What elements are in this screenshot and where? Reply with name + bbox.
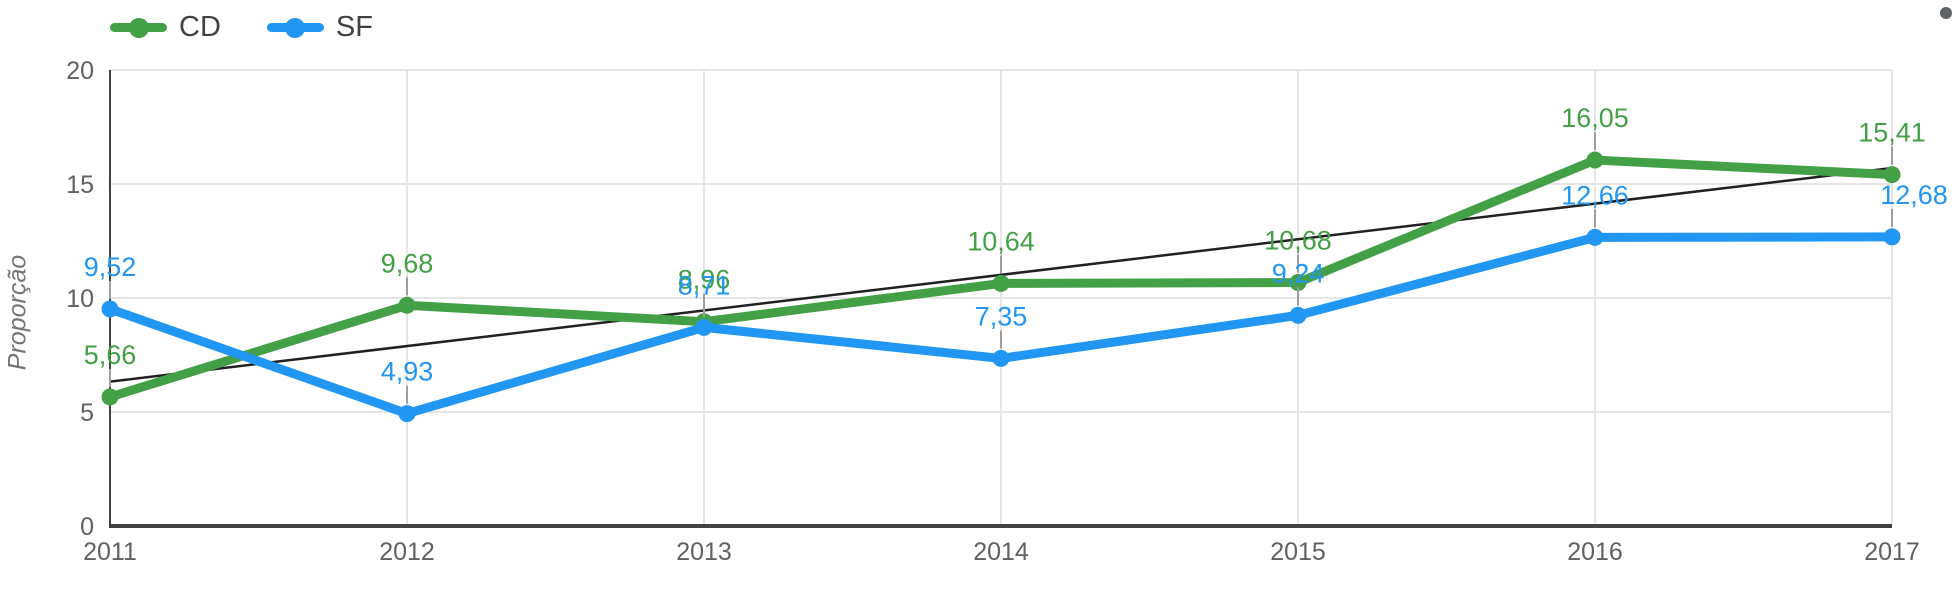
data-point-cd-2016[interactable] xyxy=(1586,151,1604,169)
data-point-cd-2017[interactable] xyxy=(1883,166,1901,184)
chart-legend: CD SF xyxy=(110,13,373,42)
data-point-cd-2014[interactable] xyxy=(992,274,1010,292)
legend-swatch-cd-icon xyxy=(110,17,167,38)
legend-swatch-sf-icon xyxy=(266,17,324,38)
point-label-cd-2012: 9,68 xyxy=(381,248,434,278)
point-label-sf-2011: 9,52 xyxy=(84,252,137,282)
y-axis-title: Proporção xyxy=(3,254,32,371)
y-tick-label: 0 xyxy=(80,513,94,541)
point-label-sf-2013: 8,71 xyxy=(678,270,731,300)
data-point-sf-2016[interactable] xyxy=(1586,228,1604,246)
point-label-sf-2017: 12,68 xyxy=(1880,180,1948,210)
x-tick-label: 2016 xyxy=(1567,538,1623,566)
point-label-sf-2016: 12,66 xyxy=(1561,180,1629,210)
tick-labels: 0 5 10 15 20 2011 2012 2013 2014 2015 2016 2017 xyxy=(66,57,1920,566)
point-label-sf-2012: 4,93 xyxy=(381,357,434,387)
data-point-cd-2012[interactable] xyxy=(398,296,416,314)
legend-item-sf[interactable]: SF xyxy=(266,11,373,43)
x-tick-label: 2017 xyxy=(1864,538,1920,566)
data-point-sf-2014[interactable] xyxy=(992,349,1010,367)
corner-dot xyxy=(1940,7,1952,19)
point-label-sf-2015: 9,24 xyxy=(1272,258,1325,288)
x-tick-label: 2011 xyxy=(83,538,137,566)
x-tick-label: 2013 xyxy=(676,538,732,566)
point-label-cd-2014: 10,64 xyxy=(967,226,1035,256)
legend-label-cd: CD xyxy=(179,11,221,43)
y-tick-label: 10 xyxy=(66,285,94,313)
trendline-layer xyxy=(109,166,1893,383)
point-label-sf-2014: 7,35 xyxy=(975,301,1028,331)
x-tick-label: 2012 xyxy=(379,538,435,566)
point-label-cd-2015: 10,68 xyxy=(1264,225,1332,255)
data-point-cd-2011[interactable] xyxy=(101,388,119,406)
y-tick-label: 5 xyxy=(80,399,94,427)
gridlines xyxy=(110,69,1893,526)
data-point-sf-2011[interactable] xyxy=(101,300,119,318)
x-tick-label: 2014 xyxy=(973,538,1029,566)
data-point-sf-2017[interactable] xyxy=(1883,228,1901,246)
trendline xyxy=(109,166,1893,383)
y-tick-label: 15 xyxy=(66,171,94,199)
point-label-cd-2011: 5,66 xyxy=(84,340,137,370)
data-point-sf-2013[interactable] xyxy=(695,318,713,336)
point-label-cd-2016: 16,05 xyxy=(1561,103,1629,133)
data-point-cd-2015[interactable] xyxy=(1289,273,1307,291)
point-label-cd-2013: 8,96 xyxy=(678,265,731,295)
data-point-sf-2015[interactable] xyxy=(1289,306,1307,324)
legend-label-sf: SF xyxy=(335,11,373,43)
legend-item-cd[interactable]: CD xyxy=(110,13,221,42)
point-label-cd-2017: 15,41 xyxy=(1858,118,1926,148)
series-layer xyxy=(101,151,1901,423)
annotations-layer: 5,66 9,68 8,96 10,64 10,68 16,05 15,41 9,52 4,93… xyxy=(84,103,1948,404)
y-tick-label: 20 xyxy=(66,57,94,85)
x-tick-label: 2015 xyxy=(1270,538,1326,566)
data-point-sf-2012[interactable] xyxy=(398,405,416,423)
